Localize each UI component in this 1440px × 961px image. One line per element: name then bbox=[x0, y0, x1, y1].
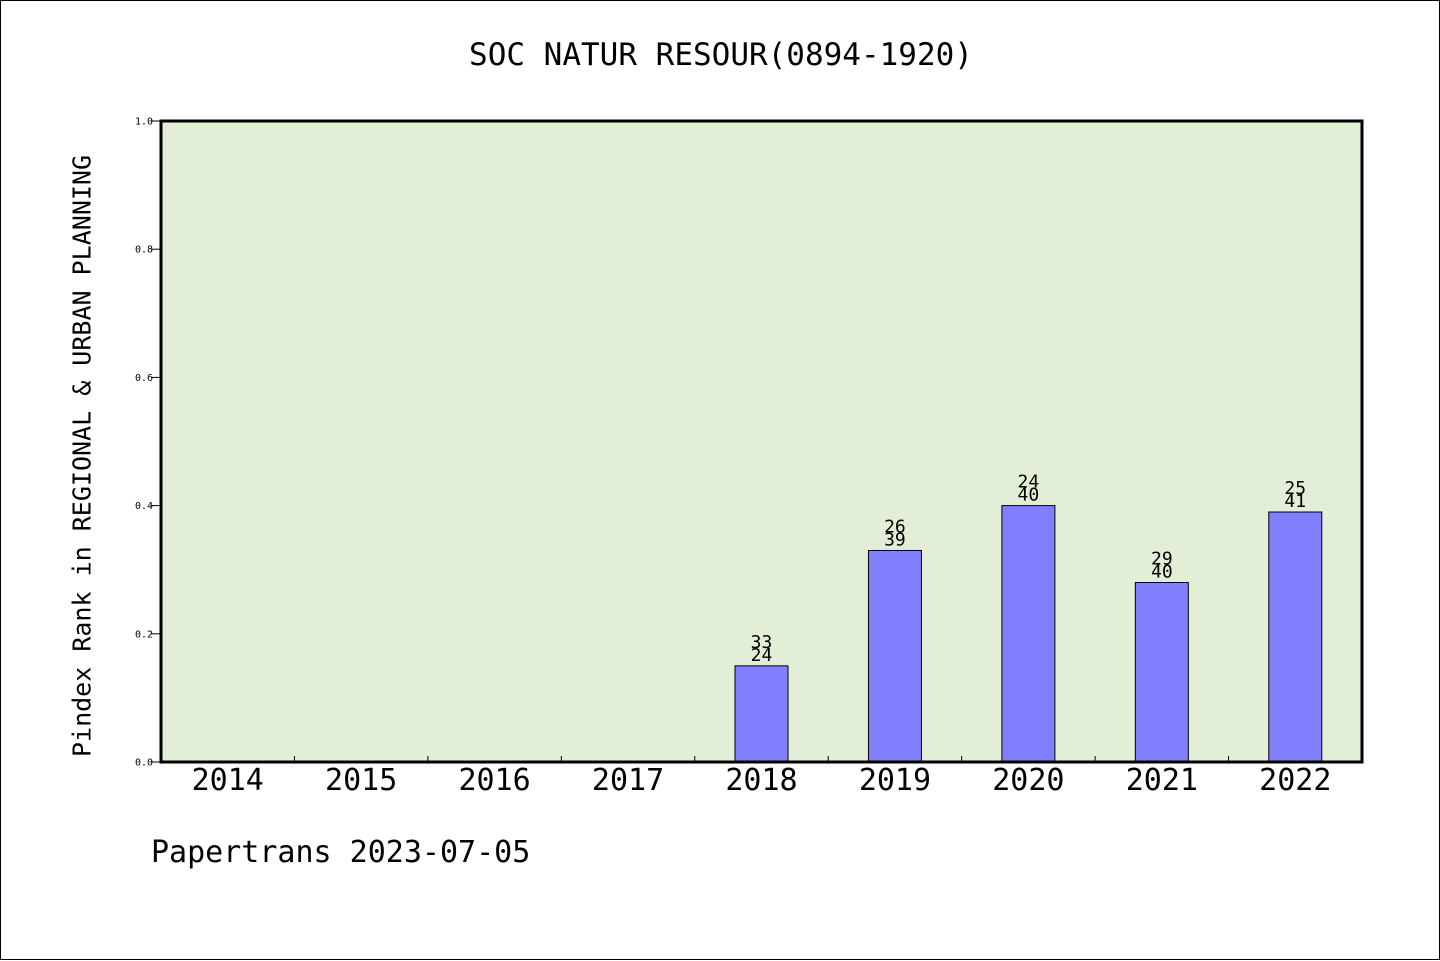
bar-2021 bbox=[1134, 582, 1189, 763]
bar-2019 bbox=[867, 549, 922, 763]
bar-2018 bbox=[734, 665, 789, 763]
bar-label-bottom: 40 bbox=[1018, 485, 1040, 506]
bar-label-top: 29 bbox=[1151, 549, 1173, 570]
bar-label-bottom: 41 bbox=[1284, 491, 1306, 512]
x-tick-label: 2014 bbox=[192, 763, 264, 798]
y-tick-label: 0.2 bbox=[135, 629, 153, 640]
y-tick-label: 1.0 bbox=[135, 117, 153, 128]
bar-label-bottom: 24 bbox=[751, 645, 773, 666]
x-tick-label: 2016 bbox=[458, 763, 530, 798]
x-tick-label: 2022 bbox=[1259, 763, 1331, 798]
x-tick-label: 2019 bbox=[859, 763, 931, 798]
plot-border bbox=[159, 119, 1364, 764]
bar-label-top: 24 bbox=[1018, 472, 1040, 493]
x-tick-label: 2015 bbox=[325, 763, 397, 798]
bar-2020 bbox=[1001, 505, 1056, 763]
footer-credit: Papertrans 2023-07-05 bbox=[151, 835, 531, 870]
y-tick-label: 0.6 bbox=[135, 373, 153, 384]
chart-title: SOC NATUR RESOUR(0894-1920) bbox=[469, 37, 973, 73]
x-tick-label: 2018 bbox=[725, 763, 797, 798]
x-tick-label: 2020 bbox=[992, 763, 1064, 798]
bar-2022 bbox=[1268, 511, 1323, 763]
y-tick-label: 0.8 bbox=[135, 245, 153, 256]
bar-label-bottom: 39 bbox=[884, 529, 906, 550]
bar-label-bottom: 40 bbox=[1151, 562, 1173, 583]
x-tick-label: 2021 bbox=[1126, 763, 1198, 798]
bar-label-top: 33 bbox=[751, 632, 773, 653]
y-tick-label: 0.4 bbox=[135, 501, 153, 512]
y-tick-label: 0.0 bbox=[135, 758, 153, 769]
bar-label-top: 25 bbox=[1284, 478, 1306, 499]
x-tick-label: 2017 bbox=[592, 763, 664, 798]
bar-label-top: 26 bbox=[884, 516, 906, 537]
